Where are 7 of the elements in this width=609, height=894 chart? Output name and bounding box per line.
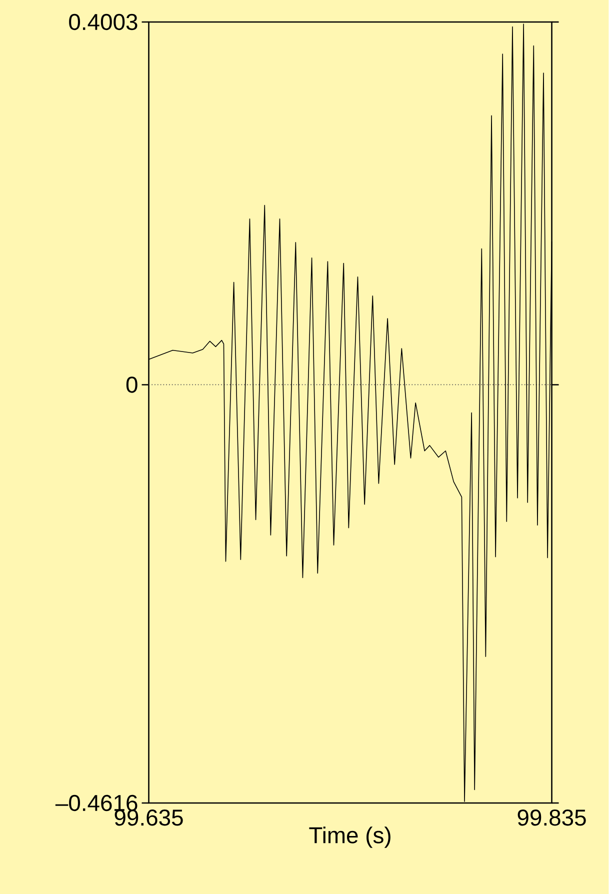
x-tick-label: 99.635 bbox=[114, 810, 183, 826]
x-tick-label: 99.835 bbox=[518, 810, 586, 826]
y-tick-label: –0.4616 bbox=[56, 794, 138, 812]
y-tick-label: 0 bbox=[126, 376, 138, 393]
x-axis-title: Time (s) bbox=[309, 826, 391, 848]
line-series bbox=[148, 24, 552, 802]
y-tick-label: 0.4003 bbox=[69, 14, 138, 30]
